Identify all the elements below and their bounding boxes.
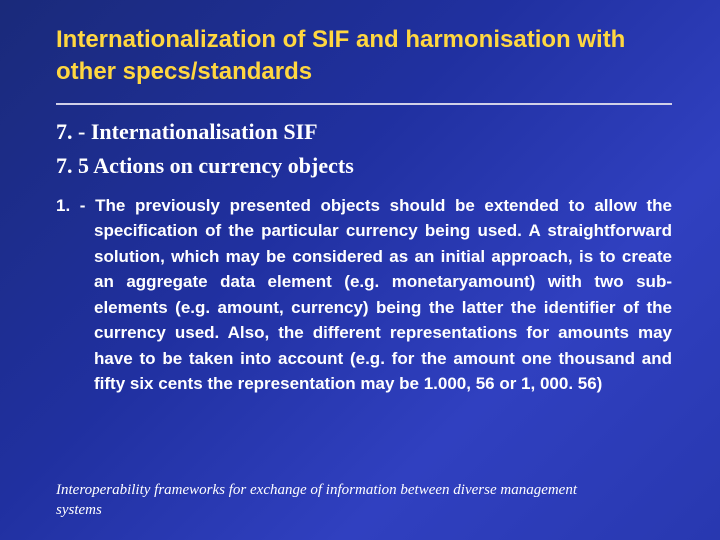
- slide: Internationalization of SIF and harmonis…: [0, 0, 720, 540]
- subsection-heading: 7. 5 Actions on currency objects: [56, 153, 672, 179]
- body-paragraph: 1. - The previously presented objects sh…: [56, 193, 672, 397]
- slide-title: Internationalization of SIF and harmonis…: [56, 24, 672, 89]
- title-divider: [56, 103, 672, 105]
- footer-text: Interoperability frameworks for exchange…: [56, 481, 616, 520]
- section-heading: 7. - Internationalisation SIF: [56, 119, 672, 145]
